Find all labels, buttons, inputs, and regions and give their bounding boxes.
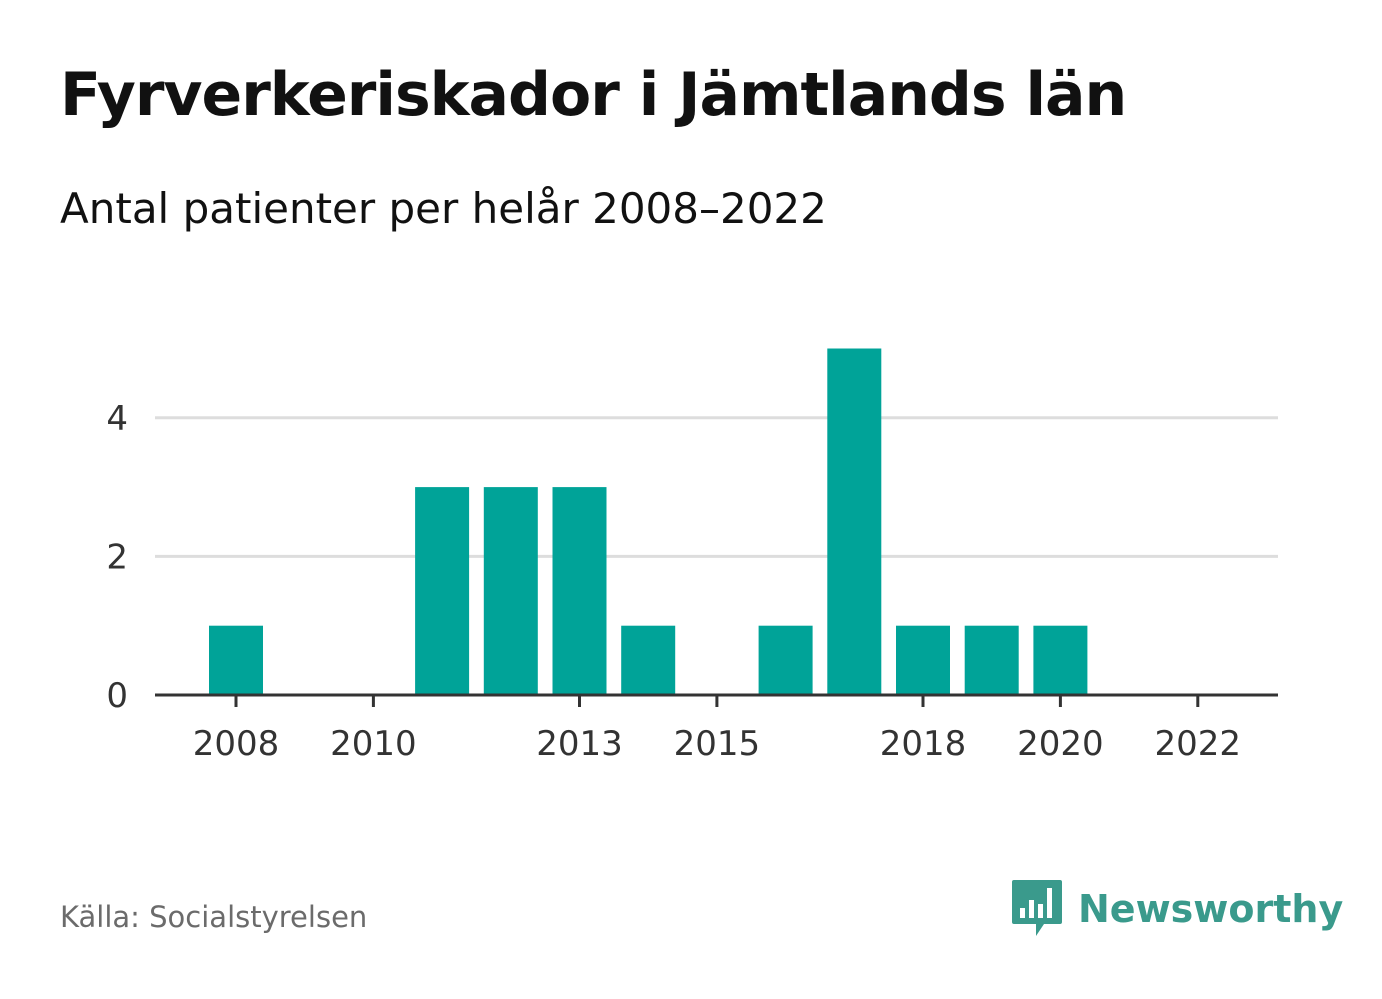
x-tick-label-2008: 2008 xyxy=(193,724,280,764)
newsworthy-logo-icon xyxy=(1012,880,1062,936)
brand-name: Newsworthy xyxy=(1078,887,1344,931)
chart-subtitle: Antal patienter per helår 2008–2022 xyxy=(60,184,827,233)
x-tick-label-2022: 2022 xyxy=(1155,724,1242,764)
bar-2013 xyxy=(552,487,607,695)
bar-2014 xyxy=(621,625,676,695)
x-tick-label-2015: 2015 xyxy=(674,724,761,764)
bars xyxy=(209,348,1088,695)
bar-2018 xyxy=(896,625,950,695)
brand-logo: Newsworthy xyxy=(1010,878,1343,940)
y-tick-label-0: 0 xyxy=(106,676,128,716)
bar-2017 xyxy=(827,348,882,695)
x-tick-label-2013: 2013 xyxy=(536,724,623,764)
chart-title: Fyrverkeriskador i Jämtlands län xyxy=(60,60,1127,130)
source-note: Källa: Socialstyrelsen xyxy=(60,900,368,934)
x-tick-label-2010: 2010 xyxy=(330,724,417,764)
x-tick-label-2018: 2018 xyxy=(880,724,967,764)
bar-2011 xyxy=(415,487,470,695)
bar-2012 xyxy=(483,487,538,695)
x-axis-ticks: 2008 2010 2013 2015 2018 2020 2022 xyxy=(193,695,1241,764)
bar-2008 xyxy=(209,625,263,695)
bar-2019 xyxy=(964,625,1019,695)
y-axis-ticks: 0 2 4 xyxy=(106,399,128,716)
gridlines xyxy=(155,416,1278,558)
bar-2020 xyxy=(1033,625,1088,695)
bar-2016 xyxy=(758,625,813,695)
x-tick-label-2020: 2020 xyxy=(1017,724,1104,764)
y-tick-label-4: 4 xyxy=(106,399,128,439)
y-tick-label-2: 2 xyxy=(106,537,128,577)
